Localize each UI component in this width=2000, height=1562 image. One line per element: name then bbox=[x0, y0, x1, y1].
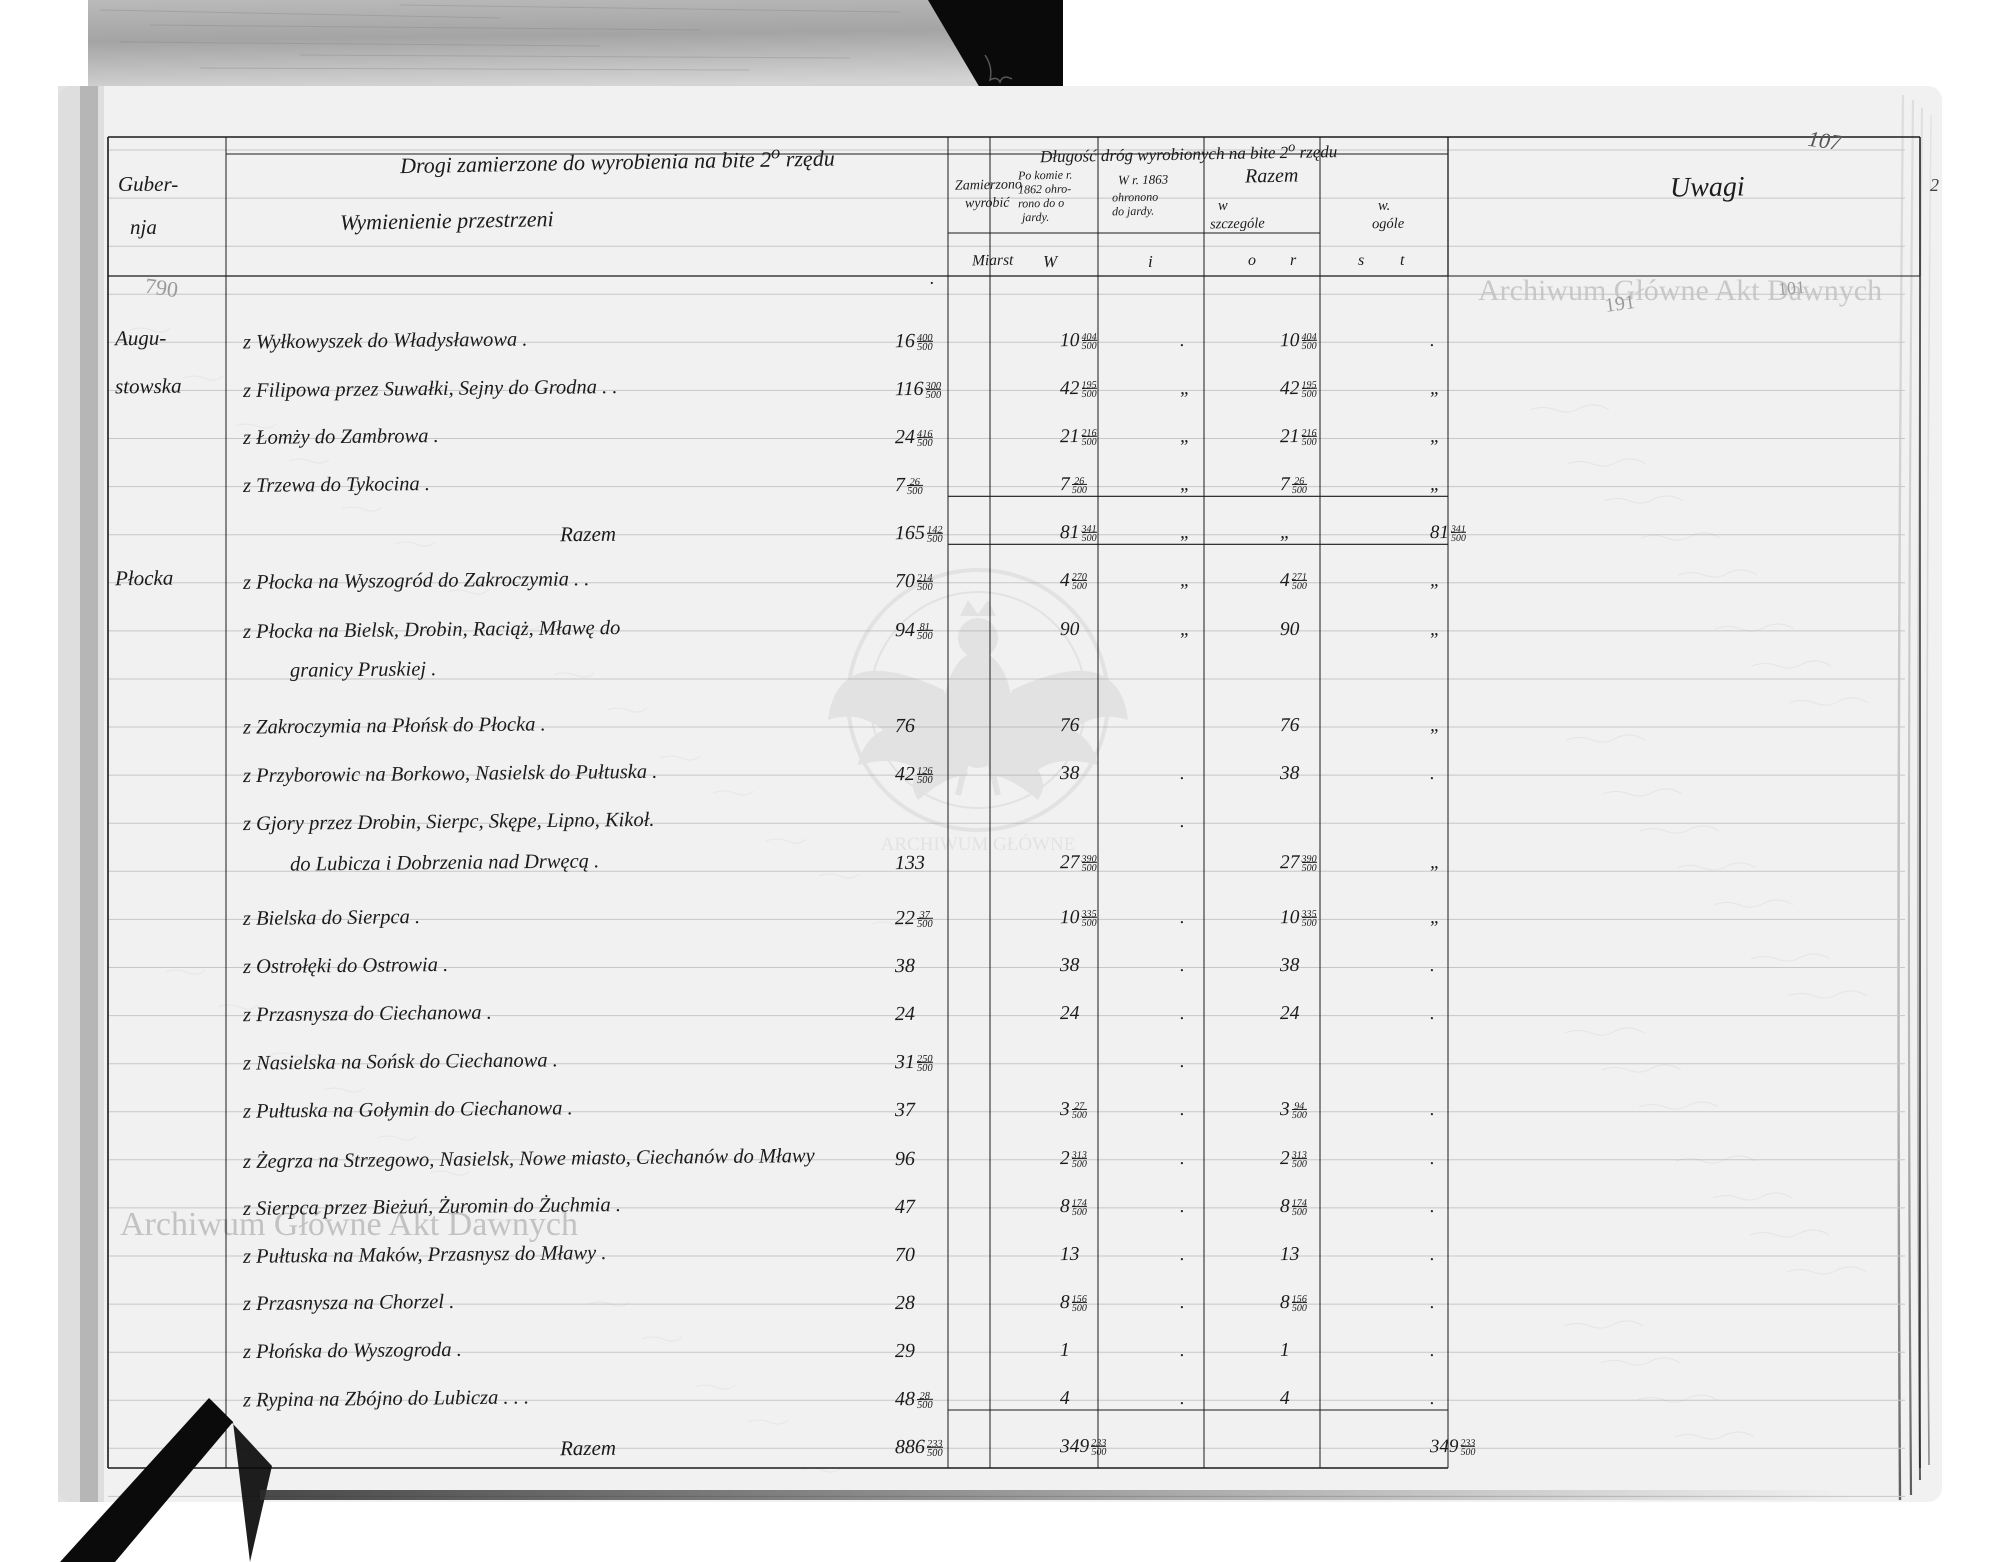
svg-text:Archiwum Główne Akt Dawnych: Archiwum Główne Akt Dawnych bbox=[1478, 274, 1882, 307]
